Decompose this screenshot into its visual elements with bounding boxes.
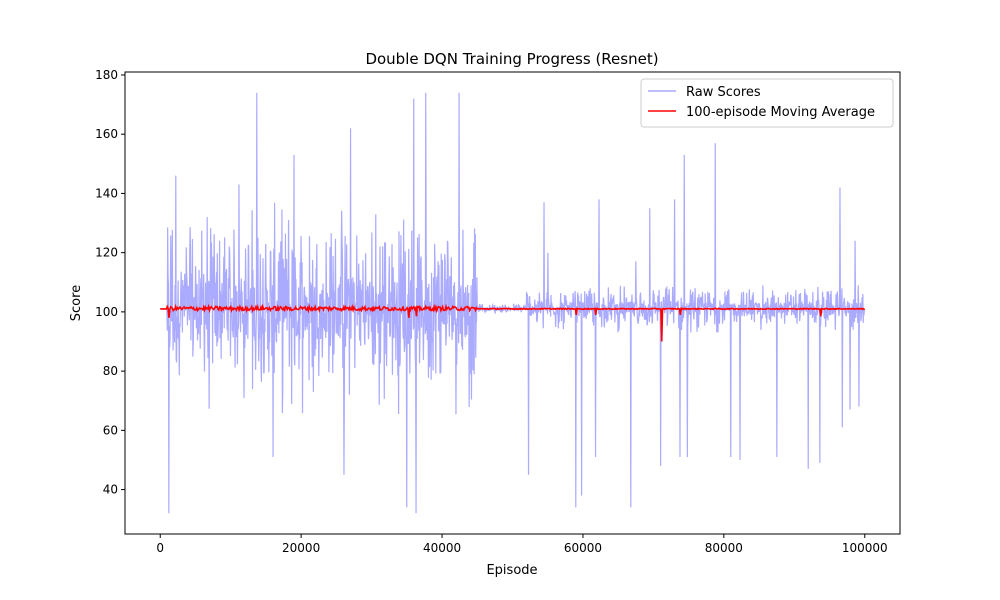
y-tick-label: 40 xyxy=(103,483,118,497)
legend: Raw Scores 100-episode Moving Average xyxy=(640,78,894,128)
y-axis-label: Score xyxy=(69,285,84,321)
x-axis-label: Episode xyxy=(486,563,537,578)
legend-box xyxy=(640,78,894,128)
legend-raw-label: Raw Scores xyxy=(686,85,761,100)
legend-avg-label: 100-episode Moving Average xyxy=(686,105,875,120)
y-axis: 40 60 80 100 120 140 160 180 xyxy=(95,68,125,497)
moving-average-series xyxy=(160,303,866,342)
raw-scores-series xyxy=(160,92,865,514)
chart-title: Double DQN Training Progress (Resnet) xyxy=(365,50,658,68)
raw-scores-line xyxy=(160,92,865,514)
y-tick-label: 180 xyxy=(95,68,118,82)
moving-average-line xyxy=(160,303,866,342)
y-tick-label: 80 xyxy=(103,364,118,378)
x-tick-label: 80000 xyxy=(705,541,743,555)
y-tick-label: 160 xyxy=(95,127,118,141)
x-tick-label: 40000 xyxy=(423,541,461,555)
y-tick-label: 140 xyxy=(95,186,118,200)
plot-frame xyxy=(124,71,901,535)
x-tick-label: 0 xyxy=(156,541,164,555)
x-tick-label: 20000 xyxy=(282,541,320,555)
x-tick-label: 100000 xyxy=(842,541,888,555)
x-tick-label: 60000 xyxy=(564,541,602,555)
y-tick-label: 60 xyxy=(103,423,118,437)
y-tick-label: 120 xyxy=(95,246,118,260)
x-axis: 0 20000 40000 60000 80000 100000 xyxy=(156,534,888,555)
plot-area xyxy=(124,71,901,535)
y-tick-label: 100 xyxy=(95,305,118,319)
